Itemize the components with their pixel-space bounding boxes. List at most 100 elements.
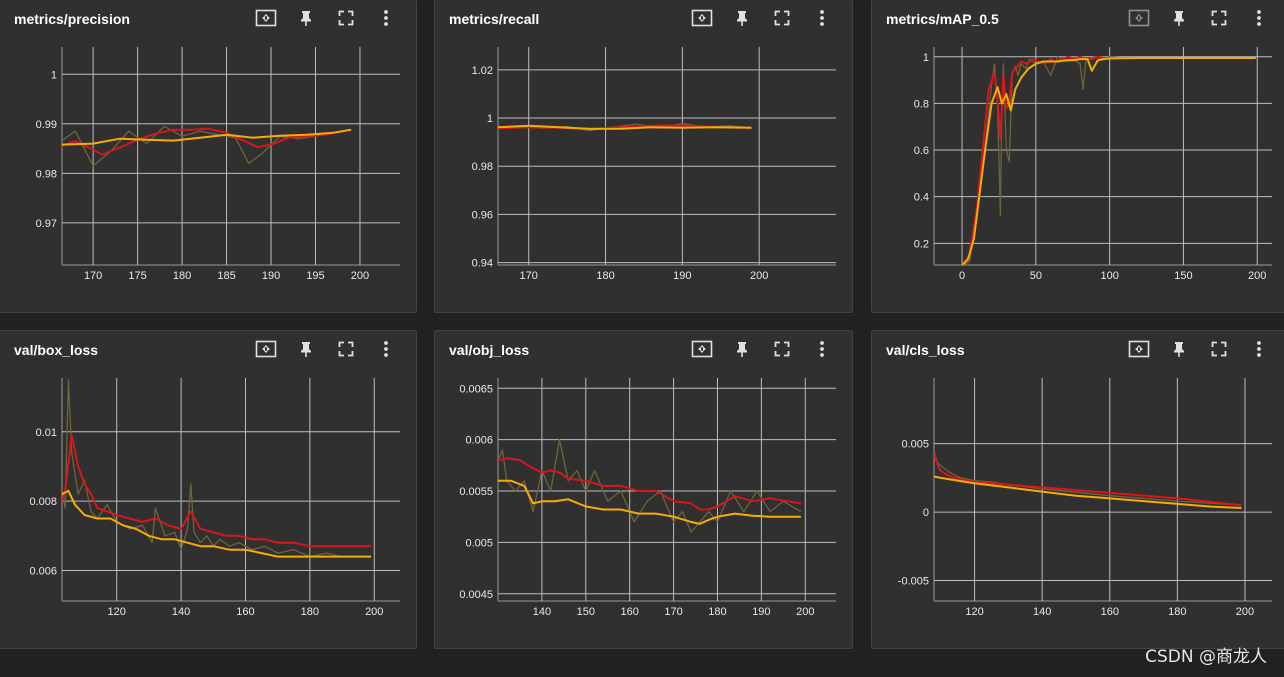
x-tick-label: 200 (750, 270, 768, 282)
more-button[interactable] (802, 8, 842, 28)
more-button[interactable] (366, 339, 406, 359)
more-button[interactable] (1239, 8, 1279, 28)
y-tick-label: 0.6 (914, 145, 929, 157)
x-tick-label: 180 (173, 270, 191, 282)
fit-domain-icon (691, 9, 713, 27)
fullscreen-icon (1211, 10, 1227, 26)
plot-area[interactable]: 0.0045 0.005 0.0055 0.006 0.0065 140 150 160 170… (434, 330, 853, 649)
plot-area[interactable]: 0.94 0.96 0.98 1 1.02 170 180 190 200 (434, 0, 853, 313)
series-line-red (961, 55, 1256, 265)
pin-button[interactable] (286, 339, 326, 359)
fullscreen-button[interactable] (1199, 339, 1239, 359)
series-line-orange (934, 475, 1242, 509)
pin-icon (1172, 10, 1186, 26)
pin-button[interactable] (722, 8, 762, 28)
card-toolbar (682, 8, 842, 28)
x-tick-label: 160 (1101, 606, 1119, 618)
fullscreen-button[interactable] (1199, 8, 1239, 28)
fit-domain-button[interactable] (1119, 8, 1159, 28)
y-tick-label: 0.006 (29, 565, 57, 577)
fullscreen-button[interactable] (762, 8, 802, 28)
series-line-raw (62, 379, 371, 558)
y-tick-label: 0.99 (36, 119, 57, 131)
y-tick-label: 0.01 (36, 427, 57, 439)
y-tick-label: 0.98 (472, 161, 493, 173)
card-toolbar (246, 339, 406, 359)
x-tick-label: 190 (752, 606, 770, 618)
x-tick-label: 180 (596, 270, 614, 282)
more-vert-icon (819, 9, 825, 27)
y-tick-label: 0.2 (914, 238, 929, 250)
fit-domain-button[interactable] (1119, 339, 1159, 359)
fullscreen-icon (338, 10, 354, 26)
x-tick-label: 160 (236, 606, 254, 618)
x-tick-label: 120 (108, 606, 126, 618)
more-vert-icon (383, 340, 389, 358)
pin-button[interactable] (286, 8, 326, 28)
chart-card: metrics/recall 0.94 0.96 0.98 1 1.02 170 180 190… (434, 0, 853, 313)
card-toolbar (682, 339, 842, 359)
pin-button[interactable] (1159, 8, 1199, 28)
chart-card: val/obj_loss 0.0045 0.005 0.0055 0.006 0.0065… (434, 330, 853, 649)
pin-icon (1172, 341, 1186, 357)
series-line-raw (62, 125, 352, 167)
plot-area[interactable]: 0.2 0.4 0.6 0.8 1 0 50 100 150 200 (871, 0, 1284, 313)
chart-title: val/obj_loss (449, 342, 530, 358)
series-line-red (62, 127, 352, 156)
x-tick-label: 150 (1174, 270, 1192, 282)
more-vert-icon (819, 340, 825, 358)
series-line-orange (62, 128, 352, 146)
plot-area[interactable]: 0.97 0.98 0.99 1 170 175 180 185 190 195 200 (0, 0, 417, 313)
plot-area[interactable]: -0.005 0 0.005 120 140 160 180 200 (871, 330, 1284, 649)
x-tick-label: 180 (301, 606, 319, 618)
y-tick-label: 0.97 (36, 218, 57, 230)
fit-domain-icon (1128, 9, 1150, 27)
fit-domain-button[interactable] (682, 339, 722, 359)
x-tick-label: 180 (1168, 606, 1186, 618)
fullscreen-icon (774, 10, 790, 26)
more-button[interactable] (1239, 339, 1279, 359)
y-tick-label: 1.02 (472, 65, 493, 77)
y-tick-label: 0.94 (472, 258, 493, 270)
x-tick-label: 170 (520, 270, 538, 282)
chart-card: val/cls_loss -0.005 0 0.005 120 140 160 180 200 (871, 330, 1284, 649)
x-tick-label: 200 (365, 606, 383, 618)
chart-title: metrics/precision (14, 11, 130, 27)
fit-domain-button[interactable] (246, 8, 286, 28)
pin-button[interactable] (1159, 339, 1199, 359)
series-line-raw (934, 450, 1242, 506)
fullscreen-button[interactable] (326, 8, 366, 28)
x-tick-label: 170 (664, 606, 682, 618)
x-tick-label: 140 (533, 606, 551, 618)
fit-domain-button[interactable] (246, 339, 286, 359)
x-tick-label: 200 (796, 606, 814, 618)
series-line-orange (498, 124, 752, 130)
x-tick-label: 200 (1236, 606, 1254, 618)
y-tick-label: 0.0065 (459, 383, 493, 395)
more-vert-icon (383, 9, 389, 27)
x-tick-label: 170 (84, 270, 102, 282)
more-button[interactable] (802, 339, 842, 359)
series-line-orange (498, 479, 801, 525)
more-button[interactable] (366, 8, 406, 28)
series-line-raw (961, 56, 1256, 265)
x-tick-label: 0 (959, 270, 965, 282)
y-tick-label: 1 (51, 69, 57, 81)
plot-area[interactable]: 0.006 0.008 0.01 120 140 160 180 200 (0, 330, 417, 649)
fullscreen-button[interactable] (762, 339, 802, 359)
fullscreen-button[interactable] (326, 339, 366, 359)
series-line-red (62, 434, 371, 548)
chart-title: val/cls_loss (886, 342, 965, 358)
card-toolbar (1119, 339, 1279, 359)
pin-button[interactable] (722, 339, 762, 359)
y-tick-label: 0 (923, 507, 929, 519)
watermark: CSDN @商龙人 (1145, 647, 1267, 667)
more-vert-icon (1256, 9, 1262, 27)
x-tick-label: 120 (965, 606, 983, 618)
x-tick-label: 140 (172, 606, 190, 618)
series-line-orange (961, 57, 1256, 265)
fit-domain-button[interactable] (682, 8, 722, 28)
x-tick-label: 100 (1100, 270, 1118, 282)
x-tick-label: 140 (1033, 606, 1051, 618)
y-tick-label: 0.0055 (459, 486, 493, 498)
